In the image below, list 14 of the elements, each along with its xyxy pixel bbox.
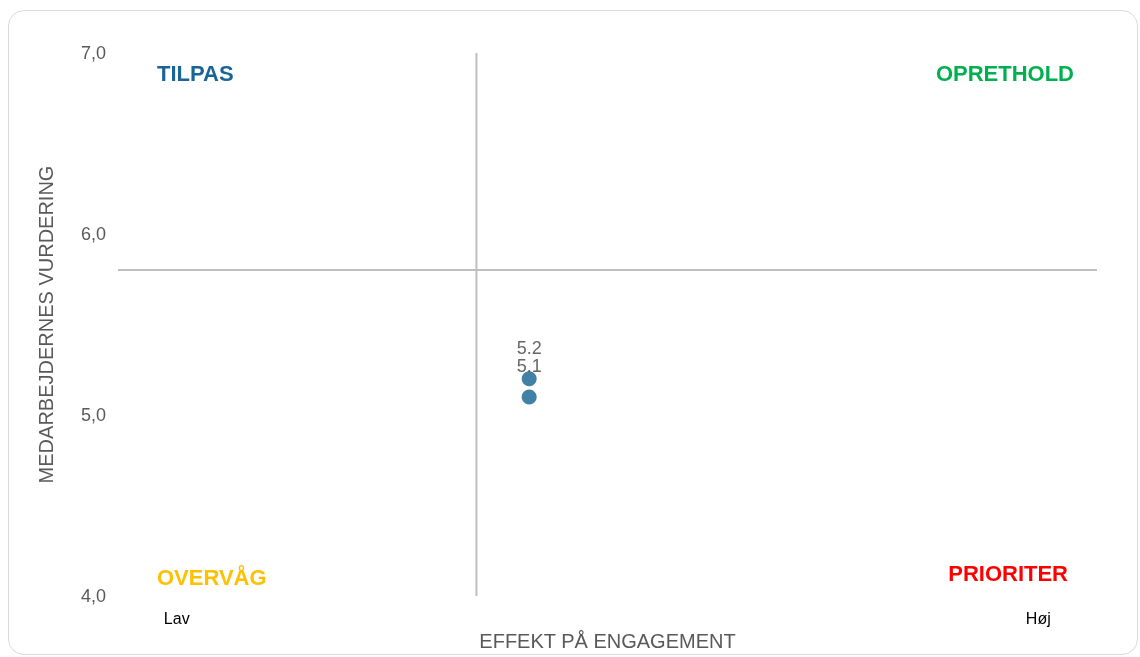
y-tick-label: 7,0	[80, 43, 106, 63]
x-tick-label: Lav	[163, 609, 190, 627]
y-tick-label: 6,0	[80, 224, 106, 244]
annotation: OVERVÅG	[157, 563, 267, 590]
data-label: 5.2	[516, 338, 542, 359]
annotation: PRIORITER	[948, 560, 1069, 586]
y-axis-title: MEDARBEJDERNES VURDERING	[35, 165, 57, 484]
y-tick-label: 5,0	[80, 405, 106, 425]
x-axis-title: EFFEKT PÅ ENGAGEMENT	[479, 629, 736, 652]
annotation: TILPAS	[157, 60, 234, 86]
x-tick-label: Høj	[1025, 609, 1051, 627]
data-label: 5.1	[516, 356, 542, 377]
y-tick-label: 4,0	[80, 586, 106, 606]
annotation: OPRETHOLD	[935, 60, 1075, 86]
